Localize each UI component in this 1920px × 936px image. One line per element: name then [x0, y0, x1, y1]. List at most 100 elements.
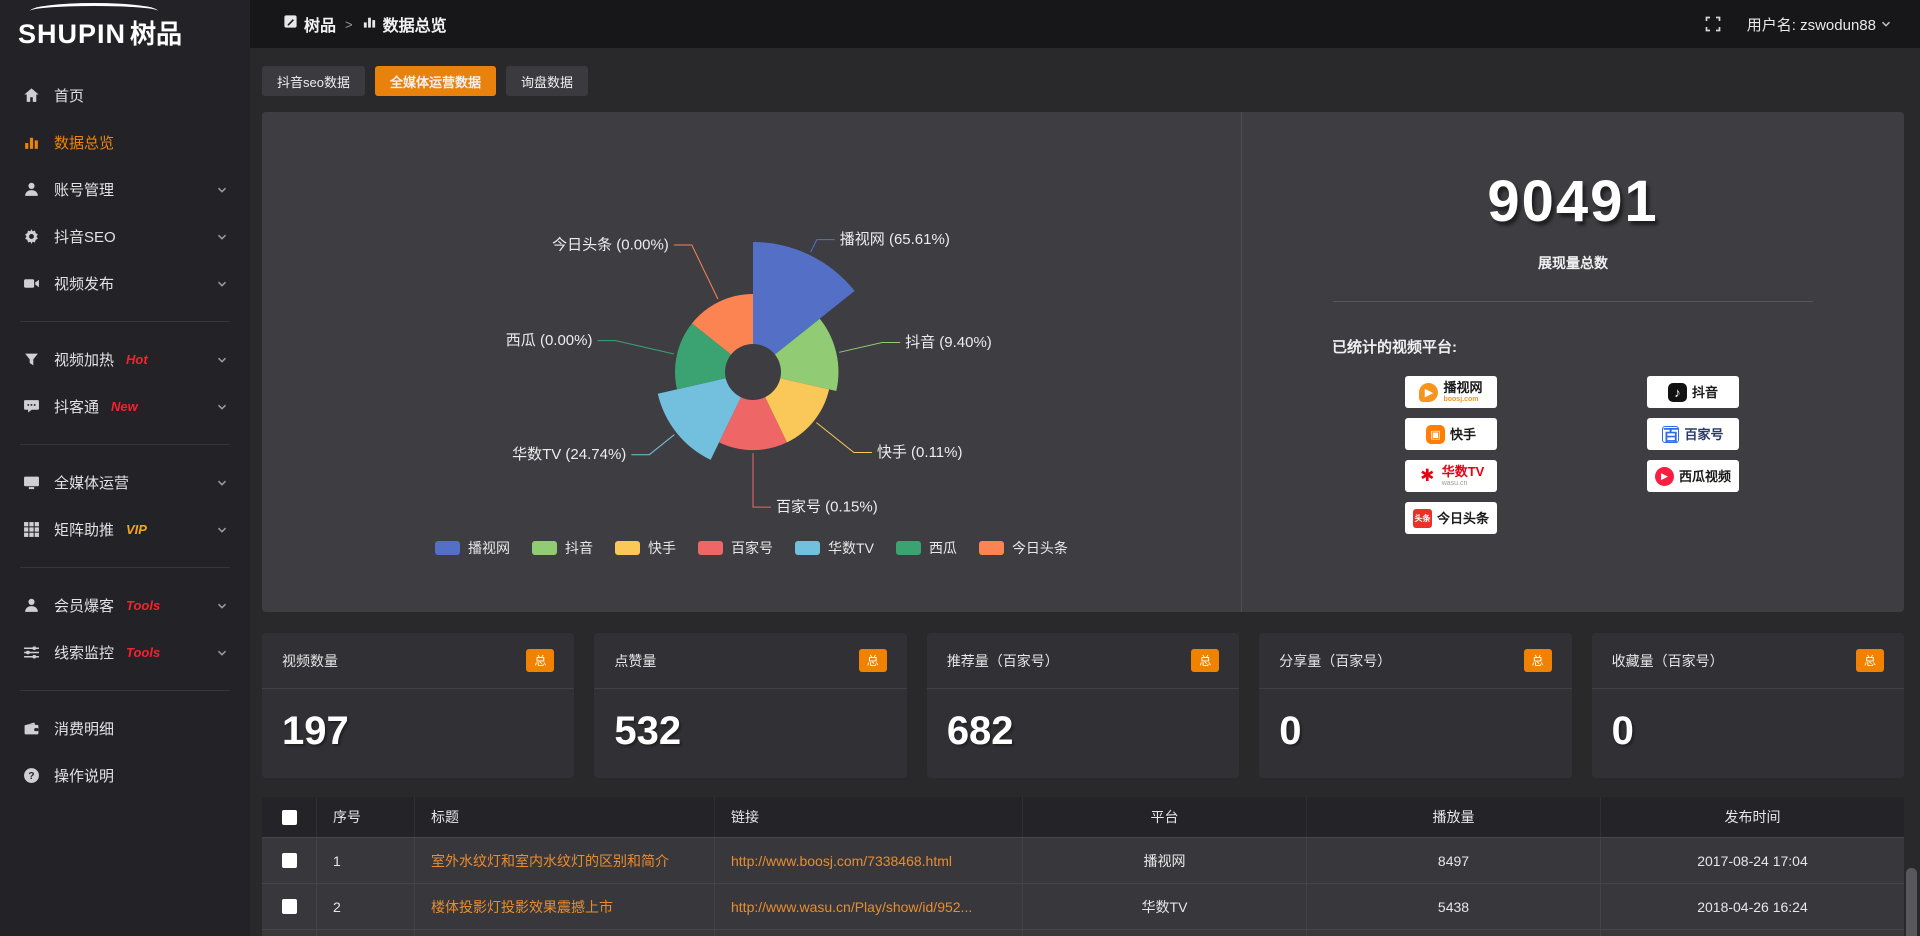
video-title-link[interactable]: 楼体投影灯投影效果震撼上市 [415, 884, 715, 929]
chevron-down-icon [216, 600, 228, 612]
sidebar-item-首页[interactable]: 首页 [0, 72, 250, 119]
tab-询盘数据[interactable]: 询盘数据 [505, 66, 588, 96]
stat-card-header: 收藏量（百家号） 总 [1591, 633, 1905, 689]
sidebar-badge: New [111, 399, 138, 414]
stat-card-推荐量（百家号）: 推荐量（百家号） 总 682 [926, 633, 1240, 778]
platform-sub: wasu.cn [1441, 480, 1468, 487]
legend-item-快手[interactable]: 快手 [615, 538, 676, 558]
platform-logo-播视网: ▶ 播视网 boosj.com [1405, 376, 1497, 408]
stat-card-label: 分享量（百家号） [1279, 652, 1392, 669]
video-url-link[interactable] [715, 930, 1023, 936]
sidebar-item-label: 抖客通 [54, 399, 100, 416]
chat-icon [22, 398, 40, 416]
logo-arc [30, 3, 158, 19]
platform-cell: 播视网 [1023, 838, 1307, 883]
video-url-link[interactable]: http://www.wasu.cn/Play/show/id/952... [715, 884, 1023, 929]
bar-chart-icon [362, 14, 377, 34]
sidebar-divider [20, 444, 230, 445]
sidebar-item-线索监控[interactable]: 线索监控 Tools [0, 629, 250, 676]
breadcrumb-current: 数据总览 [362, 12, 447, 36]
row-checkbox-cell [262, 838, 317, 883]
video-title-link[interactable] [415, 930, 715, 936]
overview-panel: 播视网 (65.61%) 抖音 (9.40%) 快手 (0.11%) 百家号 (0.1… [262, 112, 1904, 612]
tab-全媒体运营数据[interactable]: 全媒体运营数据 [374, 66, 496, 96]
pie-slice-快手[interactable] [765, 378, 830, 443]
legend-item-抖音[interactable]: 抖音 [532, 538, 593, 558]
video-title-link[interactable]: 室外水纹灯和室内水纹灯的区别和简介 [415, 838, 715, 883]
rose-chart[interactable]: 播视网 (65.61%) 抖音 (9.40%) 快手 (0.11%) 百家号 (0.1… [262, 112, 1242, 612]
total-badge[interactable]: 总 [858, 649, 887, 672]
stat-card-header: 推荐量（百家号） 总 [926, 633, 1240, 689]
stat-card-label: 视频数量 [282, 652, 338, 669]
sidebar-item-抖音SEO[interactable]: 抖音SEO [0, 213, 250, 260]
sliders-icon [22, 644, 40, 662]
row-checkbox[interactable] [281, 899, 297, 914]
funnel-icon [22, 351, 40, 369]
sidebar-item-视频发布[interactable]: 视频发布 [0, 260, 250, 307]
label-line-播视网 [810, 239, 835, 253]
sidebar-item-label: 消费明细 [54, 721, 115, 738]
row-index [317, 930, 415, 936]
stat-card-header: 视频数量 总 [262, 633, 575, 689]
topbar-right: 用户名: zswodun88 [1705, 14, 1920, 35]
pie-label-西瓜: 西瓜 (0.00%) [506, 332, 593, 349]
sidebar-item-操作说明[interactable]: ? 操作说明 [0, 752, 250, 799]
stat-card-分享量（百家号）: 分享量（百家号） 总 0 [1259, 633, 1572, 778]
question-icon: ? [22, 767, 40, 785]
pie-slice-百家号[interactable] [719, 397, 787, 451]
stat-cards: 视频数量总 197 点赞量总 532 推荐量（百家号）总 682 分享量（百家号）总 0 收藏量… [262, 633, 1905, 778]
sidebar-item-矩阵助推[interactable]: 矩阵助推 VIP [0, 506, 250, 553]
platform-logos-right: ♪ 抖音百百家号 ▶ 西瓜视频 [1647, 376, 1739, 492]
pie-slice-播视网[interactable] [753, 242, 855, 355]
legend-item-今日头条[interactable]: 今日头条 [978, 538, 1068, 558]
platforms-title: 已统计的视频平台: [1332, 339, 1457, 356]
sidebar-item-label: 首页 [54, 88, 85, 105]
page-scrollbar-thumb[interactable] [1906, 868, 1917, 936]
sidebar-item-label: 会员爆客 [54, 598, 115, 615]
summary-divider [1333, 301, 1813, 302]
pie-slice-抖音[interactable] [774, 318, 839, 391]
legend-item-百家号[interactable]: 百家号 [698, 538, 773, 558]
tab-抖音seo数据[interactable]: 抖音seo数据 [262, 66, 365, 96]
sidebar-menu: 首页数据总览 账号管理 抖音SEO 视频发布视频加热 Hot 抖客通 New 全媒体运营 矩阵助… [0, 72, 250, 799]
platform-logo-text: 今日头条 [1437, 512, 1489, 525]
app-logo[interactable]: SHUPIN 树品 [0, 0, 250, 58]
total-badge[interactable]: 总 [526, 649, 555, 672]
sidebar-item-视频加热[interactable]: 视频加热 Hot [0, 336, 250, 383]
total-badge[interactable]: 总 [1191, 649, 1220, 672]
video-url-link[interactable]: http://www.boosj.com/7338468.html [715, 838, 1023, 883]
sidebar-item-label: 视频发布 [54, 276, 115, 293]
legend-item-播视网[interactable]: 播视网 [435, 538, 510, 558]
legend-label: 今日头条 [1011, 540, 1068, 556]
xigua-logo-icon: ▶ [1654, 466, 1674, 486]
legend-item-西瓜[interactable]: 西瓜 [895, 538, 957, 558]
column-header-链接: 链接 [715, 797, 1023, 837]
row-checkbox[interactable] [281, 853, 297, 868]
breadcrumb-root-label: 树品 [304, 18, 337, 35]
sidebar-item-数据总览[interactable]: 数据总览 [0, 119, 250, 166]
legend-label: 西瓜 [928, 540, 957, 556]
sidebar-item-全媒体运营[interactable]: 全媒体运营 [0, 459, 250, 506]
sidebar-item-账号管理[interactable]: 账号管理 [0, 166, 250, 213]
pie-slice-西瓜[interactable] [675, 323, 732, 390]
select-all-checkbox[interactable] [281, 809, 297, 825]
platform-name: 快手 [1449, 426, 1476, 442]
fullscreen-icon[interactable] [1705, 16, 1721, 32]
total-badge[interactable]: 总 [1856, 649, 1885, 672]
user-menu[interactable]: 用户名: zswodun88 [1747, 14, 1892, 35]
breadcrumb-root[interactable]: 树品 [283, 12, 336, 36]
pie-slice-华数TV[interactable] [657, 378, 741, 460]
total-badge[interactable]: 总 [1523, 649, 1552, 672]
legend-item-华数TV[interactable]: 华数TV [795, 538, 874, 558]
pie-slice-今日头条[interactable] [692, 294, 753, 355]
legend-chip [795, 541, 821, 555]
sidebar-item-会员爆客[interactable]: 会员爆客 Tools [0, 582, 250, 629]
data-tabs: 抖音seo数据 全媒体运营数据 询盘数据 [262, 66, 588, 96]
logo-text-cn: 树品 [130, 19, 183, 49]
sidebar-item-label: 线索监控 [54, 645, 115, 662]
sidebar-item-抖客通[interactable]: 抖客通 New [0, 383, 250, 430]
table-header-checkbox-cell [262, 797, 317, 837]
sidebar-item-消费明细[interactable]: 消费明细 [0, 705, 250, 752]
videos-table: 序号 标题 链接 平台 播放量 发布时间 1 室外水纹灯和室内水纹灯的区别和简介 http://… [262, 797, 1904, 936]
platform-logo-百家号: 百百家号 [1647, 418, 1739, 450]
